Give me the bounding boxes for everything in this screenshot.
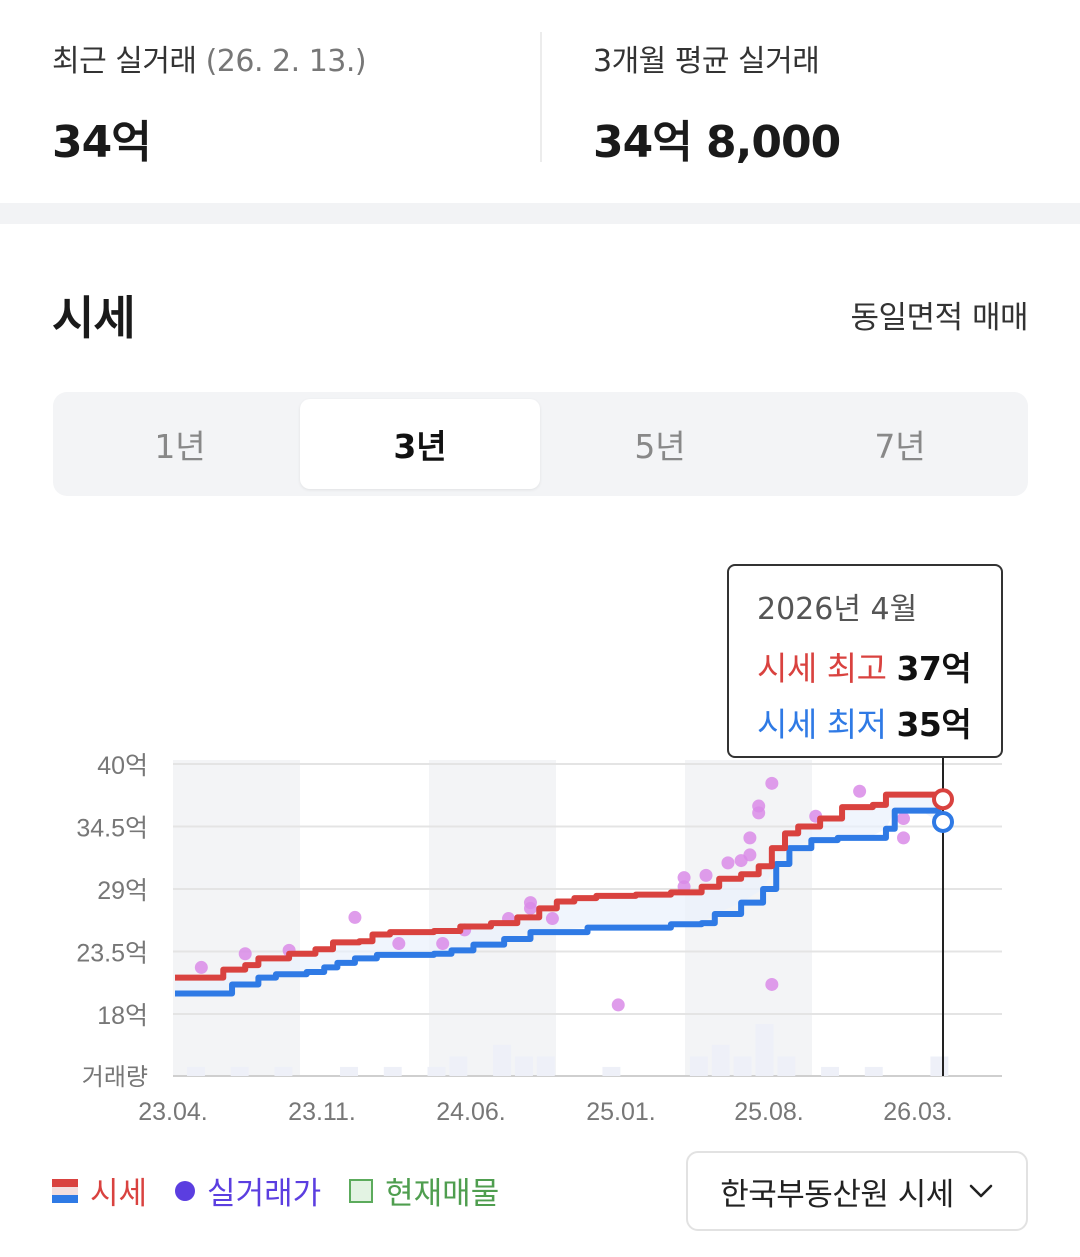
tooltip-date: 2026년 4월 xyxy=(757,592,918,627)
x-tick-label: 25.01. xyxy=(586,1098,656,1126)
data-source-label: 한국부동산원 시세 xyxy=(720,1176,954,1213)
x-tick-label: 23.04. xyxy=(138,1098,208,1126)
volume-bar xyxy=(274,1066,293,1076)
real-trade-point xyxy=(523,896,537,910)
data-source-select[interactable]: 한국부동산원 시세 xyxy=(686,1151,1028,1231)
real-trade-point xyxy=(721,856,735,870)
price-summary: 최근 실거래 (26. 2. 13.) 34억 3개월 평균 실거래 34억 8… xyxy=(0,0,1080,203)
recent-trade-date: (26. 2. 13.) xyxy=(205,44,367,79)
volume-bar xyxy=(733,1056,752,1076)
real-trade-point xyxy=(897,831,911,845)
volume-bar xyxy=(777,1056,796,1076)
real-trade-point xyxy=(699,868,713,882)
real-trade-point xyxy=(743,831,757,845)
series-high-line xyxy=(175,791,943,981)
chart-tooltip: 2026년 4월 시세 최고 37억 시세 최저 35억 xyxy=(727,564,1003,758)
tab-5-year[interactable]: 5년 xyxy=(634,427,686,466)
legend-sise-label: 시세 xyxy=(90,1176,148,1212)
volume-bar xyxy=(711,1044,730,1076)
tab-1-year[interactable]: 1년 xyxy=(154,427,206,466)
real-trade-point xyxy=(348,910,362,924)
tooltip-low-value: 35억 xyxy=(896,705,972,744)
real-trade-point xyxy=(897,812,911,826)
volume-bar xyxy=(689,1056,708,1076)
volume-axis-label: 거래량 xyxy=(82,1063,148,1091)
section-title: 시세 xyxy=(52,291,136,345)
real-trade-point xyxy=(765,977,779,991)
volume-bar xyxy=(449,1056,468,1076)
volume-bar xyxy=(536,1056,555,1076)
volume-bar xyxy=(383,1066,402,1076)
y-tick-label: 23.5억 xyxy=(76,940,148,968)
tooltip-high-label: 시세 최고 xyxy=(757,649,887,688)
avg-trade-summary: 3개월 평균 실거래 34억 8,000 xyxy=(593,36,841,170)
section-separator xyxy=(0,203,1080,224)
tooltip-high-value: 37억 xyxy=(896,649,972,688)
period-tabs: 1년 3년 5년 7년 xyxy=(53,392,1028,496)
recent-trade-label: 최근 실거래 (26. 2. 13.) xyxy=(52,44,367,79)
tab-7-year[interactable]: 7년 xyxy=(874,427,926,466)
legend-real-trade-label: 실거래가 xyxy=(207,1176,322,1212)
summary-divider xyxy=(540,32,542,162)
sise-legend-icon xyxy=(52,1178,78,1203)
series-low-line xyxy=(175,807,943,997)
y-tick-label: 29억 xyxy=(97,877,148,905)
real-trade-point xyxy=(765,776,779,790)
real-trade-point xyxy=(743,848,757,862)
tab-3-year[interactable]: 3년 xyxy=(300,399,540,489)
real-trade-legend-icon xyxy=(175,1180,196,1201)
real-trade-point xyxy=(392,937,406,951)
high-end-marker xyxy=(932,788,954,811)
volume-bar xyxy=(821,1066,840,1076)
x-tick-label: 26.03. xyxy=(883,1098,953,1126)
volume-bar xyxy=(340,1066,358,1076)
legend-listing: 현재매물 xyxy=(349,1168,499,1213)
volume-bar xyxy=(602,1066,621,1076)
x-tick-label: 25.08. xyxy=(734,1098,804,1126)
x-tick-label: 24.06. xyxy=(436,1098,506,1126)
low-end-marker xyxy=(932,810,954,833)
real-trade-point xyxy=(853,784,867,798)
legend-real-trade: 실거래가 xyxy=(175,1168,321,1213)
tooltip-low-label: 시세 최저 xyxy=(757,705,887,744)
avg-trade-label: 3개월 평균 실거래 xyxy=(593,44,820,79)
real-trade-point xyxy=(752,799,766,813)
avg-trade-value: 34억 8,000 xyxy=(593,117,841,168)
legend-sise: 시세 xyxy=(52,1168,147,1213)
legend-listing-label: 현재매물 xyxy=(385,1176,500,1212)
real-trade-point xyxy=(194,960,208,974)
volume-bar xyxy=(864,1066,883,1076)
real-trade-point xyxy=(545,912,559,926)
real-trade-point xyxy=(436,937,450,951)
y-tick-label: 40억 xyxy=(97,752,148,780)
volume-bar xyxy=(427,1066,446,1076)
chart-legend: 시세 실거래가 현재매물 xyxy=(52,1168,527,1213)
real-trade-point xyxy=(238,947,252,961)
volume-bar xyxy=(187,1066,205,1076)
area-type-filter[interactable]: 동일면적 매매 xyxy=(850,300,1029,336)
real-trade-point xyxy=(611,998,625,1012)
tooltip-high-row: 시세 최고 37억 xyxy=(757,642,1001,690)
y-tick-label: 34.5억 xyxy=(76,815,148,843)
chart-shaded-band xyxy=(173,760,300,1076)
x-tick-label: 23.11. xyxy=(288,1098,356,1126)
real-trade-point xyxy=(677,871,691,885)
volume-bar xyxy=(755,1024,774,1076)
recent-trade-summary: 최근 실거래 (26. 2. 13.) 34억 xyxy=(52,36,367,170)
listing-legend-icon xyxy=(349,1178,374,1203)
volume-bar xyxy=(493,1044,512,1076)
volume-bar xyxy=(230,1066,249,1076)
recent-trade-value: 34억 xyxy=(52,117,152,168)
volume-bar xyxy=(514,1056,533,1076)
tooltip-low-row: 시세 최저 35억 xyxy=(757,698,1001,746)
y-tick-label: 18억 xyxy=(97,1002,148,1030)
chevron-down-icon xyxy=(969,1184,993,1198)
volume-bar xyxy=(930,1056,949,1076)
